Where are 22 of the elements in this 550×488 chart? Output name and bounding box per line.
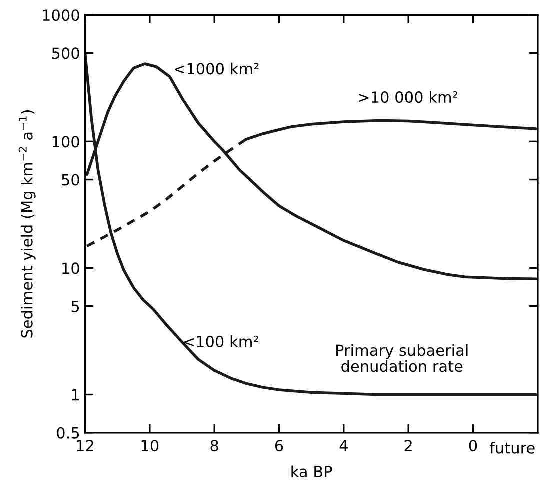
y-tick-label: 10 <box>62 262 80 274</box>
x-tick-label: 0 <box>469 440 478 452</box>
y-tick-label: 100 <box>52 136 80 148</box>
annotation: <100 km² <box>184 336 258 348</box>
x-tick-label: 4 <box>340 440 348 452</box>
y-tick-label: 1000 <box>43 10 80 22</box>
y-tick-label: 1 <box>72 389 79 401</box>
y-axis-title: Sediment yield (Mg km$^{−2}$ a$^{−1}$) <box>18 110 36 338</box>
y-tick-label: 50 <box>62 174 80 186</box>
y-tick-label: 0.5 <box>57 427 80 439</box>
y-tick-label: 5 <box>72 300 80 312</box>
x-tick-label: 6 <box>275 440 284 452</box>
text: future <box>490 442 535 454</box>
x-tick-label: 8 <box>210 440 218 452</box>
x-tick-label: 12 <box>77 440 94 452</box>
y-tick-label: 500 <box>52 48 80 60</box>
annotation: Primary subaerial denudation rate <box>336 344 468 372</box>
annotation: <1000 km² <box>174 62 259 75</box>
x-tick-label: 2 <box>404 440 412 452</box>
x-tick-label: 10 <box>142 440 159 452</box>
annotation: >10 000 km² <box>359 91 458 104</box>
x-axis-title: ka BP <box>292 466 332 478</box>
